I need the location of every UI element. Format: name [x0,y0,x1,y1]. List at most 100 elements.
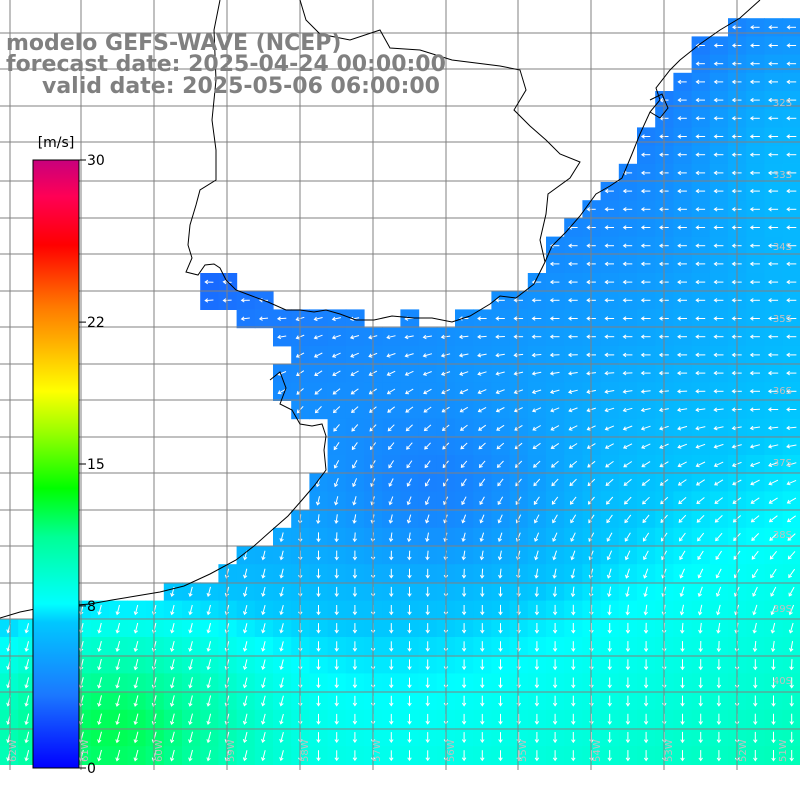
wind-arrow [749,298,760,303]
wind-arrow [750,43,760,48]
wind-arrow [607,659,612,671]
wind-arrow [622,279,633,285]
wind-arrow [316,568,321,579]
wind-arrow [753,750,758,762]
wind-arrow [169,695,175,707]
wind-arrow [679,550,686,561]
wind-arrow [279,568,284,579]
wind-arrow [767,389,779,394]
wind-arrow [331,352,341,358]
wind-arrow [787,533,796,541]
wind-arrow [261,750,266,762]
wind-arrow [170,640,175,652]
wind-arrow [569,478,577,487]
wind-arrow [679,532,686,542]
wind-arrow [698,750,703,762]
wind-arrow [643,750,649,762]
longitude-label: 56W [446,739,457,762]
wind-arrow [404,334,414,340]
colorbar-unit: [m/s] [38,135,75,151]
wind-arrow [480,750,485,762]
wind-arrow [477,316,487,321]
wind-arrow [334,659,339,671]
wind-arrow [406,496,412,506]
wind-arrow [752,640,758,653]
wind-arrow [768,188,779,194]
wind-arrow [550,442,560,449]
wind-arrow [768,79,778,85]
wind-arrow [334,568,339,579]
wind-arrow [677,170,687,176]
wind-arrow [115,622,120,634]
wind-arrow [786,352,797,358]
wind-arrow [316,677,321,689]
wind-arrow [352,532,357,543]
wind-arrow [571,732,576,744]
wind-arrow [698,659,703,671]
wind-arrow [622,243,633,248]
wind-arrow [695,479,705,486]
wind-arrow [459,424,468,431]
wind-arrow [643,659,649,671]
wind-arrow [406,460,413,469]
wind-arrow [279,623,284,634]
wind-arrow [279,604,284,616]
wind-arrow [676,352,688,358]
wind-arrow [788,604,795,616]
wind-arrow [188,731,193,744]
wind-arrow [461,750,467,762]
latitude-label: 35S [773,314,792,325]
wind-arrow [604,261,614,267]
wind-arrow [422,353,433,358]
wind-arrow [206,622,211,634]
wind-arrow [388,442,395,450]
wind-arrow [749,152,760,157]
wind-arrow [352,605,358,616]
wind-arrow [534,732,540,744]
wind-arrow [768,207,779,212]
wind-arrow [170,659,175,671]
wind-arrow [389,695,394,707]
wind-arrow [749,134,760,139]
wind-arrow [549,334,560,339]
wind-arrow [767,425,779,431]
wind-arrow [352,550,358,561]
wind-arrow [622,316,633,321]
wind-arrow [387,406,396,413]
wind-arrow [461,568,467,579]
wind-arrow [713,461,724,468]
wind-arrow [713,407,724,412]
wind-arrow [495,316,505,321]
wind-arrow [749,370,760,376]
wind-arrow [459,406,469,413]
wind-arrow [695,443,706,449]
wind-arrow [569,496,577,505]
wind-arrow [695,426,706,431]
wind-arrow [352,514,357,524]
wind-arrow [188,622,193,634]
wind-arrow [405,424,413,432]
wind-arrow [786,188,797,194]
wind-arrow [461,641,467,652]
wind-arrow [316,514,321,524]
wind-arrow [425,750,430,762]
wind-arrow [697,604,703,616]
wind-arrow [786,25,796,30]
wind-arrow [459,371,469,376]
wind-arrow [749,279,760,285]
wind-arrow [480,586,485,598]
wind-arrow [423,406,432,413]
wind-arrow [678,497,687,505]
wind-arrow [625,732,631,744]
wind-arrow [604,207,614,212]
wind-arrow [570,568,575,579]
wind-arrow [643,677,649,689]
wind-arrow [534,750,540,762]
wind-arrow [604,407,615,413]
wind-arrow [695,461,706,468]
wind-arrow [97,731,102,744]
wind-arrow [334,496,339,506]
wind-arrow [606,568,612,579]
wind-arrow [279,586,284,597]
wind-arrow [622,188,633,194]
